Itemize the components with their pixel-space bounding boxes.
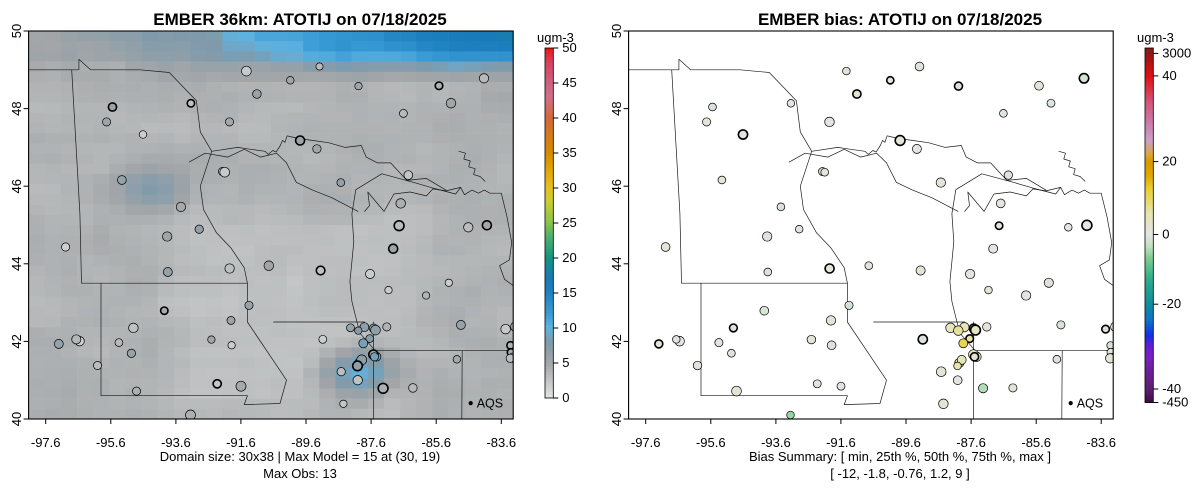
svg-text:0: 0 <box>1162 227 1169 242</box>
svg-text:ugm-3: ugm-3 <box>1137 30 1174 45</box>
svg-text:AQS: AQS <box>477 397 503 411</box>
svg-text:44: 44 <box>609 257 624 271</box>
svg-text:40: 40 <box>562 110 576 125</box>
svg-text:3000: 3000 <box>1162 45 1191 60</box>
svg-text:10: 10 <box>562 320 576 335</box>
svg-text:20: 20 <box>1162 154 1176 169</box>
svg-text:30: 30 <box>562 180 576 195</box>
svg-text:0: 0 <box>562 390 569 405</box>
svg-text:44: 44 <box>9 257 24 271</box>
svg-text:46: 46 <box>9 179 24 193</box>
svg-text:25: 25 <box>562 215 576 230</box>
svg-text:48: 48 <box>609 101 624 115</box>
svg-text:45: 45 <box>562 75 576 90</box>
svg-text:46: 46 <box>609 179 624 193</box>
svg-text:15: 15 <box>562 285 576 300</box>
svg-text:40: 40 <box>1162 68 1176 83</box>
svg-text:-450: -450 <box>1162 395 1188 410</box>
svg-text:ugm-3: ugm-3 <box>537 30 574 45</box>
svg-text:-20: -20 <box>1162 296 1181 311</box>
svg-text:40: 40 <box>9 412 24 426</box>
svg-text:5: 5 <box>562 355 569 370</box>
svg-text:48: 48 <box>9 101 24 115</box>
svg-text:20: 20 <box>562 250 576 265</box>
svg-text:42: 42 <box>609 334 624 348</box>
svg-text:40: 40 <box>609 412 624 426</box>
svg-text:35: 35 <box>562 145 576 160</box>
svg-text:42: 42 <box>9 334 24 348</box>
svg-text:AQS: AQS <box>1077 397 1103 411</box>
